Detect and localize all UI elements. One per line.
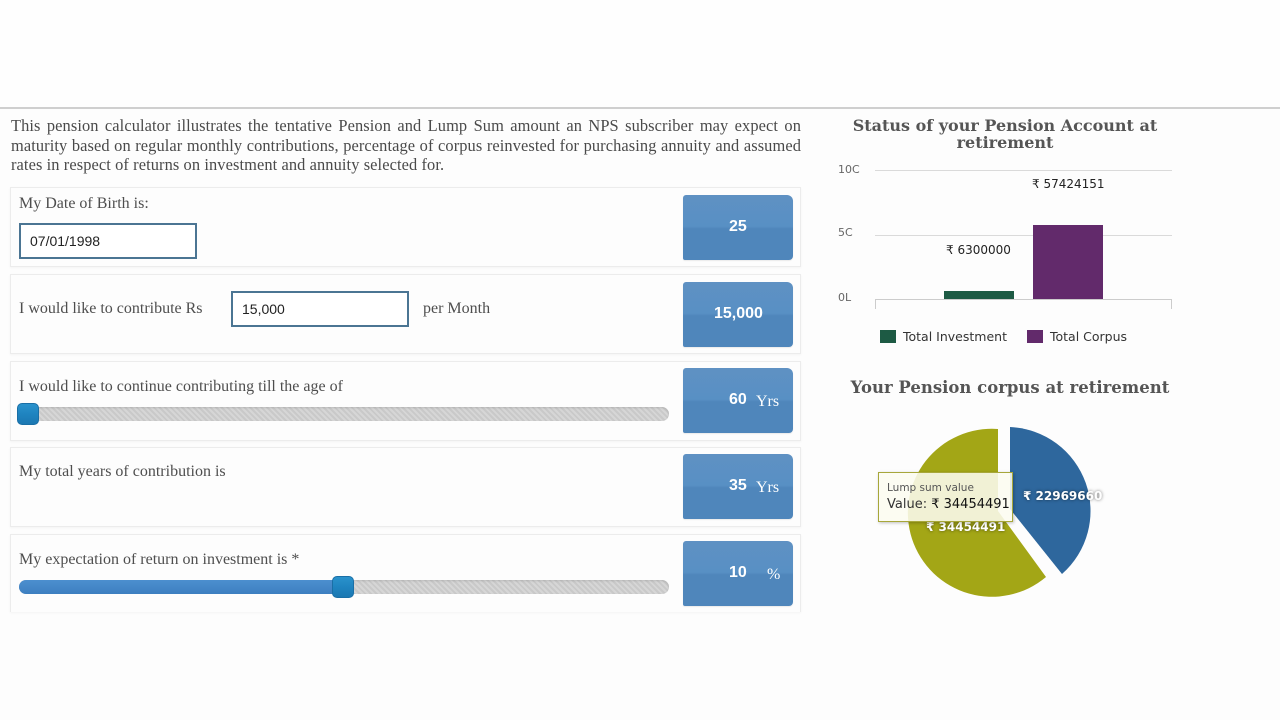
return-rate-slider-fill bbox=[19, 580, 344, 594]
bar-total-investment[interactable] bbox=[944, 291, 1014, 299]
bar-chart-title: Status of your Pension Account at retire… bbox=[840, 117, 1170, 151]
total-years-unit: Yrs bbox=[756, 479, 780, 496]
dob-label: My Date of Birth is: bbox=[19, 195, 149, 212]
return-rate-result-box: 10 % bbox=[683, 541, 793, 606]
contribution-label: I would like to contribute Rs bbox=[19, 300, 203, 317]
return-rate-row: My expectation of return on investment i… bbox=[10, 534, 801, 612]
header-divider bbox=[0, 107, 1280, 109]
dob-input[interactable]: 07/01/1998 bbox=[19, 223, 197, 259]
page-header-area bbox=[0, 0, 1280, 107]
legend-total-investment[interactable]: Total Investment bbox=[880, 329, 1007, 344]
legend-swatch-investment bbox=[880, 330, 896, 343]
y-tick-5c: 5C bbox=[838, 226, 853, 239]
tooltip-value-label: Value: bbox=[887, 497, 928, 512]
retirement-age-result-box: 60 Yrs bbox=[683, 368, 793, 433]
pie-chart-title: Your Pension corpus at retirement bbox=[850, 378, 1170, 397]
contribution-result-value: 15,000 bbox=[714, 305, 763, 322]
pension-status-bar-chart: 10C 5C 0L ₹ 6300000 ₹ 57424151 Total Inv… bbox=[830, 160, 1190, 360]
return-rate-unit: % bbox=[767, 566, 781, 583]
retirement-age-label: I would like to continue contributing ti… bbox=[19, 378, 343, 395]
tooltip-value: Value: ₹ 34454491 bbox=[887, 497, 1010, 512]
legend-swatch-corpus bbox=[1027, 330, 1043, 343]
return-rate-slider-handle[interactable] bbox=[332, 576, 354, 598]
gridline-5c bbox=[875, 235, 1172, 236]
retirement-age-row: I would like to continue contributing ti… bbox=[10, 361, 801, 441]
return-rate-slider[interactable] bbox=[19, 576, 669, 598]
retirement-age-slider[interactable] bbox=[17, 403, 669, 425]
bar-label-total-investment: ₹ 6300000 bbox=[946, 243, 1011, 257]
bar-total-corpus[interactable] bbox=[1033, 225, 1103, 299]
contribution-input[interactable]: 15,000 bbox=[231, 291, 409, 327]
contribution-result-box: 15,000 bbox=[683, 282, 793, 347]
retirement-age-unit: Yrs bbox=[756, 393, 780, 410]
tooltip-value-amount: ₹ 34454491 bbox=[931, 497, 1010, 512]
bar-chart-title-line1: Status of your Pension Account at bbox=[852, 116, 1158, 135]
age-result-value: 25 bbox=[729, 218, 747, 235]
tooltip-series-name: Lump sum value bbox=[887, 482, 974, 494]
gridline-10c bbox=[875, 170, 1172, 171]
per-month-label: per Month bbox=[423, 300, 491, 317]
total-years-result-box: 35 Yrs bbox=[683, 454, 793, 519]
dob-row: My Date of Birth is: 07/01/1998 25 bbox=[10, 187, 801, 267]
y-tick-0l: 0L bbox=[838, 291, 852, 304]
total-years-label: My total years of contribution is bbox=[19, 463, 226, 480]
bar-chart-title-line2: retirement bbox=[956, 133, 1054, 152]
legend-label-investment: Total Investment bbox=[903, 329, 1007, 344]
x-axis-tick bbox=[1171, 299, 1172, 309]
return-rate-result-value: 10 bbox=[729, 564, 747, 581]
pie-slice-annuity[interactable] bbox=[1010, 427, 1091, 574]
x-axis-tick bbox=[875, 299, 876, 309]
pie-tooltip: Lump sum value Value: ₹ 34454491 bbox=[878, 472, 1013, 522]
legend-label-corpus: Total Corpus bbox=[1050, 329, 1128, 344]
bar-label-total-corpus: ₹ 57424151 bbox=[1032, 177, 1105, 191]
total-years-result-value: 35 bbox=[729, 477, 747, 494]
total-years-row: My total years of contribution is 35 Yrs bbox=[10, 447, 801, 527]
y-tick-10c: 10C bbox=[838, 163, 860, 176]
return-rate-label: My expectation of return on investment i… bbox=[19, 551, 300, 568]
calculator-description: This pension calculator illustrates the … bbox=[11, 116, 801, 174]
x-axis bbox=[875, 299, 1172, 300]
pie-label-annuity: ₹ 22969660 bbox=[1023, 489, 1103, 503]
pie-label-lump-sum: ₹ 34454491 bbox=[926, 520, 1006, 534]
retirement-age-result-value: 60 bbox=[729, 391, 747, 408]
contribution-row: I would like to contribute Rs 15,000 per… bbox=[10, 274, 801, 354]
age-result-box: 25 bbox=[683, 195, 793, 260]
retirement-age-slider-handle[interactable] bbox=[17, 403, 39, 425]
legend-total-corpus[interactable]: Total Corpus bbox=[1027, 329, 1127, 344]
